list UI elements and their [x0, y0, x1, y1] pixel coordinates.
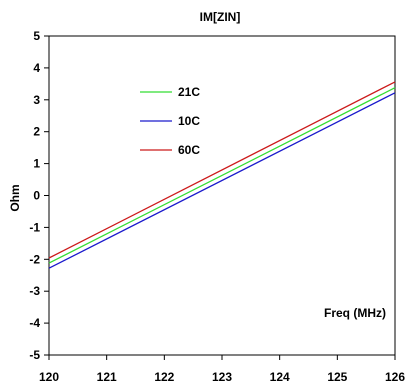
series-line-21C — [48, 87, 396, 264]
freq-annotation: Freq (MHz) — [324, 306, 386, 320]
y-axis-label: Ohm — [8, 184, 22, 211]
x-tick-label: 125 — [327, 370, 347, 384]
chart-title: IM[ZIN] — [200, 10, 241, 24]
y-tick-label: -2 — [29, 252, 40, 266]
x-tick-label: 126 — [385, 370, 405, 384]
x-tick-label: 124 — [270, 370, 290, 384]
y-tick-label: 4 — [33, 61, 40, 75]
legend-label-10C: 10C — [178, 114, 200, 128]
x-tick-label: 122 — [154, 370, 174, 384]
series-line-60C — [48, 81, 396, 259]
y-tick-label: 2 — [33, 125, 40, 139]
plot-area — [48, 35, 396, 356]
y-tick-label: -1 — [29, 220, 40, 234]
y-tick-label: -5 — [29, 348, 40, 362]
y-tick-label: -3 — [29, 284, 40, 298]
y-tick-label: 1 — [33, 157, 40, 171]
x-tick-label: 123 — [212, 370, 232, 384]
series-line-10C — [48, 92, 396, 269]
x-tick-label: 120 — [39, 370, 59, 384]
y-tick-label: 0 — [33, 189, 40, 203]
y-tick-label: 3 — [33, 93, 40, 107]
y-tick-label: -4 — [29, 316, 40, 330]
y-tick-label: 5 — [33, 29, 40, 43]
x-tick-label: 121 — [97, 370, 117, 384]
legend-label-60C: 60C — [178, 143, 200, 157]
legend-label-21C: 21C — [178, 85, 200, 99]
